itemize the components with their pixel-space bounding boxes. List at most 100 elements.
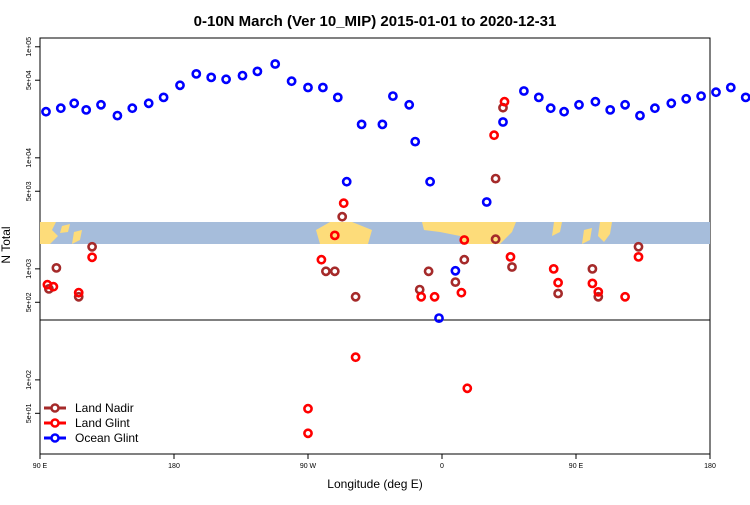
data-point bbox=[221, 74, 231, 85]
data-point bbox=[545, 103, 556, 114]
legend-label-ocean-glint: Ocean Glint bbox=[75, 431, 139, 445]
data-point bbox=[303, 428, 313, 439]
data-point bbox=[633, 241, 644, 252]
x-tick-label: 90 E bbox=[33, 463, 48, 470]
land-shape bbox=[40, 222, 58, 244]
data-point bbox=[41, 106, 51, 117]
plot-frame bbox=[39, 37, 711, 455]
data-point bbox=[725, 82, 736, 93]
data-point bbox=[490, 234, 501, 245]
legend-label-land-nadir: Land Nadir bbox=[75, 401, 134, 415]
land-shape bbox=[552, 222, 562, 236]
data-point bbox=[286, 76, 297, 87]
data-point bbox=[356, 119, 367, 130]
data-point bbox=[338, 198, 349, 209]
legend-label-land-glint: Land Glint bbox=[75, 416, 130, 430]
data-point bbox=[553, 277, 563, 288]
data-point bbox=[303, 403, 313, 414]
data-point bbox=[377, 119, 388, 130]
data-point bbox=[51, 262, 62, 273]
data-point bbox=[81, 105, 92, 115]
data-point bbox=[593, 286, 604, 297]
data-point bbox=[507, 262, 517, 272]
data-point bbox=[450, 277, 461, 287]
x-tick-label: 90 W bbox=[300, 463, 317, 470]
data-point bbox=[252, 66, 263, 77]
data-point bbox=[590, 96, 601, 107]
data-point bbox=[499, 96, 510, 107]
y-tick-label: 1e+05 bbox=[26, 37, 33, 57]
x-tick-label: 180 bbox=[704, 463, 716, 470]
data-point bbox=[650, 103, 660, 114]
data-point bbox=[341, 176, 352, 187]
data-point bbox=[73, 287, 84, 298]
data-point bbox=[303, 82, 313, 93]
data-point bbox=[96, 99, 106, 110]
data-point bbox=[666, 98, 677, 109]
data-point bbox=[329, 266, 340, 277]
data-point bbox=[158, 92, 169, 103]
data-point bbox=[112, 110, 123, 121]
x-axis-label: Longitude (deg E) bbox=[327, 477, 422, 491]
data-point bbox=[490, 173, 501, 184]
data-point bbox=[87, 252, 97, 263]
data-point bbox=[317, 82, 328, 93]
land-shape bbox=[582, 228, 592, 244]
x-tick-label: 0 bbox=[440, 463, 444, 470]
data-point bbox=[337, 211, 348, 222]
data-point bbox=[416, 291, 427, 302]
data-point bbox=[320, 266, 331, 277]
ocean-band bbox=[40, 222, 710, 244]
data-point bbox=[425, 176, 435, 187]
data-point bbox=[459, 254, 470, 265]
land-shape bbox=[72, 230, 82, 244]
data-point bbox=[429, 291, 440, 302]
y-tick-label: 5e+02 bbox=[26, 292, 33, 312]
y-axis-label: N Total bbox=[0, 226, 13, 263]
series-ocean-glint bbox=[41, 59, 750, 323]
legend-item-ocean-glint: Ocean Glint bbox=[44, 431, 139, 445]
data-point bbox=[593, 291, 604, 302]
series-land-glint bbox=[42, 96, 644, 439]
data-point bbox=[553, 288, 563, 299]
data-point bbox=[587, 263, 598, 274]
data-point bbox=[711, 87, 721, 98]
data-point bbox=[498, 117, 508, 127]
data-point bbox=[387, 91, 398, 101]
data-point bbox=[332, 92, 343, 103]
chart-title: 0-10N March (Ver 10_MIP) 2015-01-01 to 2… bbox=[194, 13, 557, 30]
data-point bbox=[459, 235, 470, 245]
data-point bbox=[450, 265, 461, 276]
map-strip bbox=[40, 222, 710, 244]
data-point bbox=[434, 313, 444, 323]
data-point bbox=[316, 254, 327, 265]
data-point bbox=[574, 99, 584, 110]
land-shape bbox=[60, 224, 70, 233]
axes: 90 E 180 90 W 0 90 E 180 5e+01 1e+02 5e+02 1e+03 5… bbox=[26, 37, 716, 470]
data-point bbox=[329, 230, 340, 241]
data-point bbox=[489, 130, 499, 141]
data-point bbox=[696, 91, 706, 101]
y-tick-label: 1e+02 bbox=[26, 370, 33, 390]
data-point bbox=[505, 251, 516, 262]
land-shape bbox=[598, 222, 612, 242]
data-point bbox=[87, 241, 97, 252]
data-point bbox=[73, 291, 84, 302]
data-point bbox=[404, 99, 415, 110]
data-point bbox=[519, 86, 529, 96]
data-point bbox=[633, 251, 644, 262]
legend-item-land-nadir: Land Nadir bbox=[44, 401, 134, 415]
data-point bbox=[270, 59, 281, 69]
data-point bbox=[533, 92, 544, 103]
data-point bbox=[350, 352, 361, 363]
data-point bbox=[206, 72, 217, 83]
data-point bbox=[237, 70, 248, 81]
y-tick-label: 1e+03 bbox=[26, 259, 33, 279]
x-tick-label: 90 E bbox=[569, 463, 584, 470]
y-tick-label: 5e+01 bbox=[26, 403, 33, 423]
data-point bbox=[55, 103, 66, 114]
data-point bbox=[69, 98, 80, 109]
x-tick-label: 180 bbox=[168, 463, 180, 470]
data-point bbox=[548, 263, 559, 274]
